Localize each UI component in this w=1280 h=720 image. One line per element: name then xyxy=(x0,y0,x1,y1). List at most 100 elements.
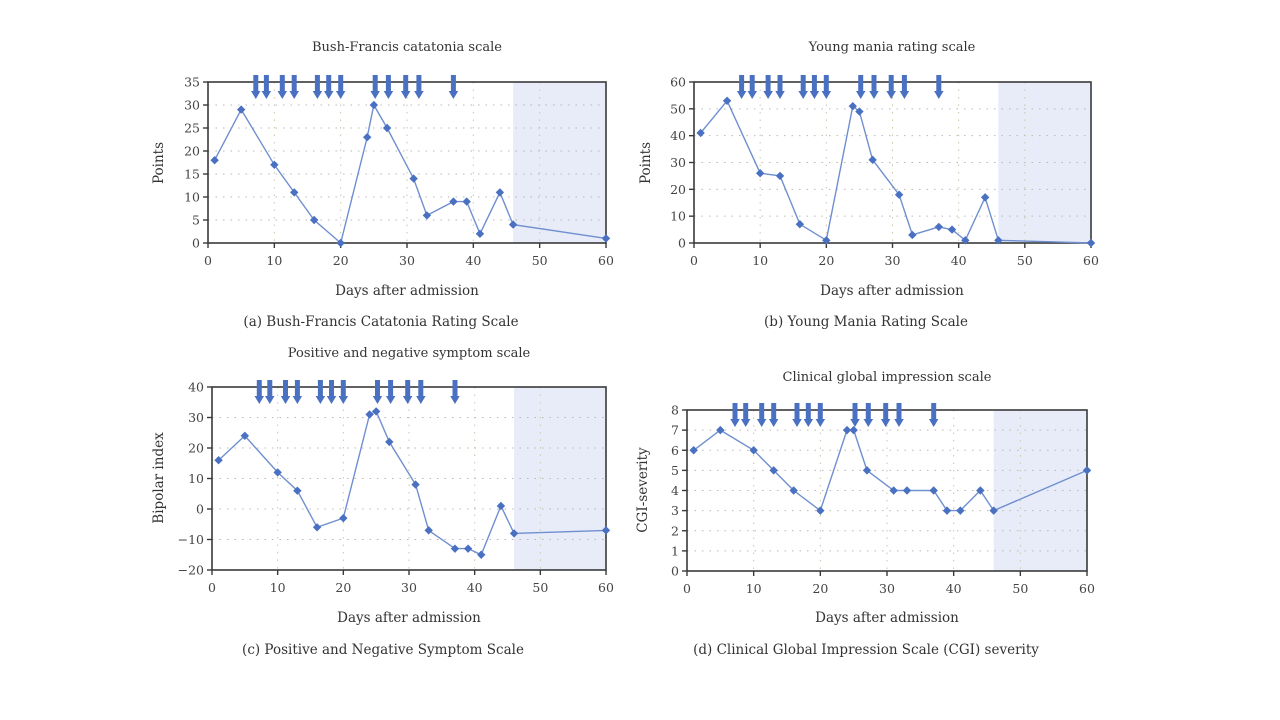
data-point-marker xyxy=(382,123,392,133)
data-point-marker xyxy=(336,238,345,248)
treatment-arrow-icon xyxy=(448,75,459,99)
y-tick-label: 3 xyxy=(671,503,679,518)
data-point-marker xyxy=(449,197,458,206)
treatment-arrow-icon xyxy=(763,75,773,99)
x-tick-label: 0 xyxy=(683,581,691,596)
x-tick-label: 60 xyxy=(1079,581,1095,596)
x-tick-label: 50 xyxy=(1012,581,1028,596)
treatment-arrow-icon xyxy=(740,403,751,427)
data-point-marker xyxy=(424,526,433,535)
treatment-arrow-icon xyxy=(416,380,426,404)
y-tick-label: 60 xyxy=(670,75,686,90)
x-tick-label: 30 xyxy=(879,581,895,596)
data-point-marker xyxy=(1086,238,1096,248)
y-axis-label: Bipolar index xyxy=(151,432,167,524)
y-tick-label: 15 xyxy=(184,167,200,182)
y-tick-label: 10 xyxy=(184,190,200,205)
data-point-marker xyxy=(462,197,471,206)
shaded-followup-region xyxy=(514,387,606,570)
data-point-marker xyxy=(755,169,765,178)
x-axis-label: Days after admission xyxy=(820,283,964,299)
data-point-marker xyxy=(495,188,505,197)
data-point-marker xyxy=(696,128,705,138)
treatment-arrow-icon xyxy=(934,75,944,99)
treatment-arrow-icon xyxy=(326,380,337,404)
x-tick-label: 0 xyxy=(204,253,212,268)
y-tick-label: 1 xyxy=(671,543,679,558)
treatment-arrow-icon xyxy=(292,380,303,404)
treatment-arrow-icon xyxy=(869,75,879,99)
data-point-marker xyxy=(411,480,420,489)
x-tick-label: 60 xyxy=(598,580,614,595)
x-tick-label: 20 xyxy=(812,581,828,596)
data-point-marker xyxy=(789,486,798,495)
panel-b: Young mania rating scale Days after admi… xyxy=(638,40,1099,330)
y-tick-label: 6 xyxy=(671,443,679,458)
chart-title: Bush-Francis catatonia scale xyxy=(312,40,502,55)
x-tick-label: 10 xyxy=(270,580,286,595)
treatment-arrow-icon xyxy=(792,403,802,427)
treatment-arrow-icon xyxy=(277,75,287,99)
x-tick-label: 50 xyxy=(1017,253,1033,268)
data-point-marker xyxy=(842,425,852,435)
treatment-arrow-icon xyxy=(894,403,904,427)
data-point-marker xyxy=(1082,466,1092,475)
treatment-arrow-icon xyxy=(775,75,785,99)
y-tick-label: 8 xyxy=(671,403,679,418)
x-tick-label: 10 xyxy=(746,581,762,596)
data-point-marker xyxy=(848,101,857,111)
treatment-arrow-icon xyxy=(335,75,346,99)
x-axis-label: Days after admission xyxy=(335,283,479,299)
data-point-marker xyxy=(769,466,778,475)
panel-caption: (d) Clinical Global Impression Scale (CG… xyxy=(693,642,1039,658)
treatment-arrow-icon xyxy=(730,403,740,427)
data-point-marker xyxy=(868,155,877,165)
treatment-arrow-icon xyxy=(254,380,264,404)
data-point-marker xyxy=(273,468,282,477)
x-tick-label: 20 xyxy=(333,253,349,268)
data-point-marker xyxy=(989,506,998,515)
data-point-marker xyxy=(795,220,805,229)
data-point-marker xyxy=(240,431,250,440)
treatment-arrow-icon xyxy=(803,403,814,427)
data-point-marker xyxy=(508,220,518,229)
x-tick-label: 10 xyxy=(752,253,768,268)
treatment-arrow-icon xyxy=(251,75,261,99)
data-point-marker xyxy=(980,193,990,202)
data-point-marker xyxy=(994,236,1003,245)
y-tick-label: 40 xyxy=(670,128,686,143)
chart-title: Clinical global impression scale xyxy=(783,370,992,385)
treatment-arrow-icon xyxy=(850,403,860,427)
treatment-arrow-icon xyxy=(312,75,323,99)
x-axis-label: Days after admission xyxy=(815,610,959,626)
treatment-arrow-icon xyxy=(265,380,275,404)
data-point-marker xyxy=(889,486,898,495)
treatment-arrow-icon xyxy=(385,380,396,404)
data-point-marker xyxy=(477,550,486,559)
treatment-arrow-icon xyxy=(324,75,334,99)
treatment-arrow-icon xyxy=(856,75,866,99)
treatment-arrow-icon xyxy=(383,75,394,99)
data-point-marker xyxy=(371,407,381,416)
data-point-marker xyxy=(855,107,864,116)
treatment-arrow-icon xyxy=(414,75,424,99)
data-point-marker xyxy=(496,501,506,511)
y-tick-label: 5 xyxy=(671,463,679,478)
x-tick-label: 10 xyxy=(266,253,282,268)
data-point-marker xyxy=(956,506,965,515)
x-tick-label: 30 xyxy=(399,253,415,268)
y-tick-label: −20 xyxy=(178,563,204,578)
treatment-arrow-icon xyxy=(928,403,939,427)
data-point-marker xyxy=(214,456,223,465)
data-point-marker xyxy=(309,215,319,225)
y-tick-label: 4 xyxy=(671,483,679,498)
data-point-marker xyxy=(339,513,348,523)
data-point-marker xyxy=(290,188,299,197)
treatment-arrow-icon xyxy=(736,75,747,99)
data-point-marker xyxy=(601,526,611,535)
treatment-arrow-icon xyxy=(315,380,326,404)
y-tick-label: 20 xyxy=(670,182,686,197)
data-point-marker xyxy=(312,523,322,532)
treatment-arrow-icon xyxy=(899,75,910,99)
x-tick-label: 40 xyxy=(946,581,962,596)
